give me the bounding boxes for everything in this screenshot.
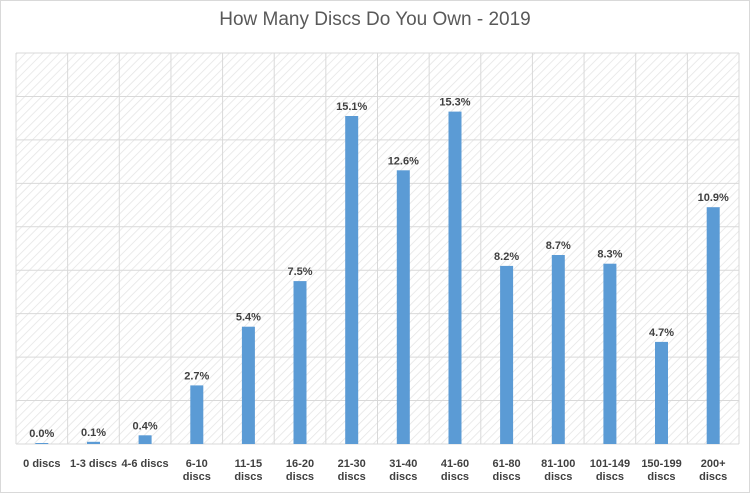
data-label: 0.4%: [133, 420, 158, 432]
bar: [293, 281, 307, 444]
bar: [345, 116, 359, 444]
bar: [190, 385, 204, 444]
bar: [396, 170, 410, 445]
category-label: 1-3 discs: [70, 458, 117, 470]
category-label: 4-6 discs: [122, 458, 169, 470]
category-label: 41-60: [441, 458, 469, 470]
bar: [655, 341, 668, 444]
data-label: 4.7%: [649, 327, 674, 339]
bar: [35, 443, 49, 444]
category-label: 6-10: [186, 458, 208, 470]
category-label: 81-100: [541, 458, 575, 470]
data-label: 8.3%: [597, 249, 622, 261]
data-label: 0.0%: [29, 428, 54, 440]
bars: [35, 111, 720, 445]
category-label: discs: [544, 471, 572, 483]
data-label: 15.3%: [439, 97, 470, 109]
category-label: 61-80: [493, 458, 521, 470]
category-label: 101-149: [590, 458, 630, 470]
bar: [551, 255, 565, 444]
data-labels: 0.0% 0.1% 0.4% 2.7% 5.4% 7.5% 15.1% 12.6% 15.3% 8…: [29, 97, 729, 440]
bar: [138, 435, 152, 444]
category-label: discs: [286, 471, 314, 483]
category-label: 11-15: [235, 458, 263, 470]
bar: [87, 441, 100, 444]
category-label: discs: [389, 471, 417, 483]
data-label: 8.7%: [546, 240, 571, 252]
chart-title: How Many Discs Do You Own - 2019: [219, 9, 531, 30]
gridlines: [15, 52, 740, 445]
category-label: discs: [596, 471, 624, 483]
category-label: 31-40: [389, 458, 417, 470]
bar: [603, 263, 617, 444]
category-label: discs: [234, 471, 262, 483]
category-label: discs: [699, 471, 727, 483]
category-label: 150-199: [641, 458, 681, 470]
data-label: 2.7%: [184, 370, 209, 382]
bar: [241, 326, 255, 444]
category-label: discs: [493, 471, 521, 483]
category-label: discs: [338, 471, 366, 483]
category-label: 0 discs: [23, 458, 60, 470]
category-label: 21-30: [338, 458, 366, 470]
data-label: 10.9%: [698, 192, 729, 204]
bar: [448, 111, 462, 444]
category-labels: 0 discs 1-3 discs 4-6 discs 6-10discs11-15d…: [23, 458, 727, 483]
data-label: 5.4%: [236, 312, 261, 324]
data-label: 7.5%: [287, 266, 312, 278]
category-label: 16-20: [286, 458, 314, 470]
data-label: 12.6%: [388, 155, 419, 167]
bar: [500, 265, 514, 444]
data-label: 0.1%: [81, 427, 106, 439]
category-label: discs: [441, 471, 469, 483]
category-label: discs: [647, 471, 675, 483]
data-label: 8.2%: [494, 251, 519, 263]
category-label: discs: [183, 471, 211, 483]
bar: [706, 207, 720, 444]
category-label: 200+: [701, 458, 726, 470]
data-label: 15.1%: [336, 101, 367, 113]
